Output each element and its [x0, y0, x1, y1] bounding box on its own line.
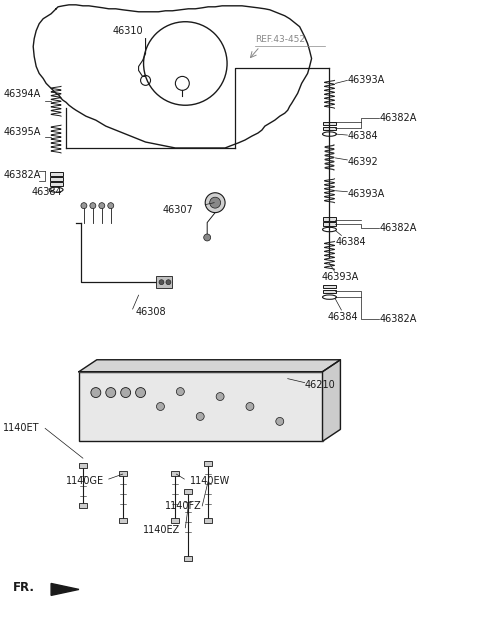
- Text: 46393A: 46393A: [322, 272, 359, 282]
- Bar: [171, 471, 180, 476]
- Polygon shape: [323, 360, 340, 441]
- Polygon shape: [51, 583, 79, 596]
- Bar: [49, 182, 62, 186]
- Bar: [119, 471, 127, 476]
- Text: 46384: 46384: [336, 238, 366, 247]
- Circle shape: [246, 403, 254, 410]
- Bar: [119, 518, 127, 523]
- Text: 46384: 46384: [348, 131, 378, 141]
- Text: 46394A: 46394A: [3, 89, 41, 99]
- Circle shape: [99, 203, 105, 209]
- Bar: [49, 177, 62, 181]
- Bar: [323, 290, 336, 293]
- Bar: [79, 503, 87, 508]
- Text: 46210: 46210: [305, 380, 336, 390]
- Text: 46392: 46392: [348, 157, 378, 167]
- Text: 46382A: 46382A: [379, 314, 417, 324]
- Bar: [204, 518, 212, 523]
- Bar: [171, 518, 180, 523]
- Text: 46393A: 46393A: [348, 189, 384, 199]
- Text: 46308: 46308: [136, 307, 166, 317]
- Text: 1140ET: 1140ET: [3, 424, 40, 433]
- Text: 46395A: 46395A: [3, 127, 41, 137]
- Circle shape: [204, 234, 211, 241]
- Bar: [156, 276, 172, 288]
- Text: FR.: FR.: [13, 581, 36, 594]
- Bar: [323, 222, 336, 225]
- Text: 46382A: 46382A: [3, 170, 41, 180]
- Circle shape: [108, 203, 114, 209]
- Circle shape: [205, 193, 225, 213]
- Text: 46384: 46384: [31, 187, 62, 197]
- Circle shape: [176, 387, 184, 396]
- Text: 46382A: 46382A: [379, 222, 417, 233]
- Text: 1140EW: 1140EW: [190, 476, 230, 486]
- Bar: [184, 489, 192, 494]
- Circle shape: [136, 387, 145, 397]
- Circle shape: [90, 203, 96, 209]
- Text: 46384: 46384: [327, 312, 358, 322]
- Text: 1140GE: 1140GE: [66, 476, 104, 486]
- Circle shape: [159, 280, 164, 285]
- Bar: [79, 463, 87, 468]
- Text: REF.43-452: REF.43-452: [255, 34, 305, 43]
- Bar: [323, 217, 336, 221]
- Circle shape: [106, 387, 116, 397]
- Circle shape: [276, 417, 284, 426]
- Bar: [204, 461, 212, 466]
- Bar: [184, 555, 192, 561]
- Bar: [323, 127, 336, 130]
- Bar: [49, 172, 62, 176]
- Circle shape: [156, 403, 165, 410]
- Bar: [79, 372, 323, 441]
- Text: 46393A: 46393A: [348, 75, 384, 85]
- Circle shape: [166, 280, 171, 285]
- Text: 46382A: 46382A: [379, 113, 417, 123]
- Circle shape: [216, 392, 224, 401]
- Polygon shape: [33, 5, 312, 148]
- Text: 46310: 46310: [113, 25, 144, 36]
- Bar: [323, 122, 336, 125]
- Text: 46307: 46307: [162, 204, 193, 215]
- Circle shape: [120, 387, 131, 397]
- Text: 1140FZ: 1140FZ: [166, 501, 202, 511]
- Circle shape: [196, 412, 204, 420]
- Polygon shape: [79, 360, 340, 372]
- Circle shape: [210, 197, 221, 208]
- Circle shape: [81, 203, 87, 209]
- Circle shape: [91, 387, 101, 397]
- Text: 1140EZ: 1140EZ: [143, 525, 180, 535]
- Bar: [323, 285, 336, 289]
